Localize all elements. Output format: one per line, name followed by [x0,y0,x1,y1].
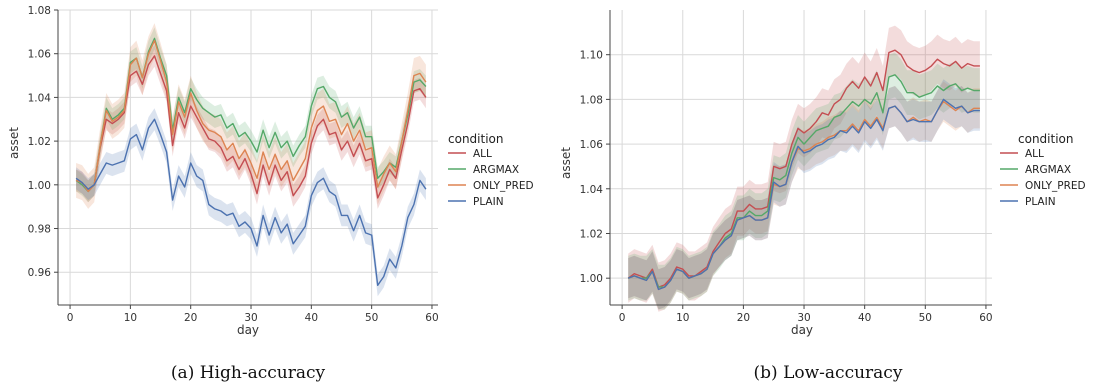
legend-title: condition [448,132,503,146]
series-lines [627,49,980,291]
series-line-all [75,55,427,199]
legend-entry: ALL [473,148,492,160]
confidence-band-all [76,45,426,209]
series-lines [75,37,427,286]
confidence-bands [628,25,980,312]
legend-entry: ONLY_PRED [1025,180,1086,192]
grid [58,9,438,305]
x-tick-label: 60 [979,312,992,324]
x-axis-label: day [237,323,259,337]
x-tick-label: 20 [737,312,750,324]
axes: 0 10 20 30 40 50 60 0.96 0.98 1.00 1.02 1.04 1.06 1.0… [28,5,439,324]
x-tick-label: 40 [858,312,871,324]
y-tick-label: 1.08 [28,5,51,17]
y-tick-label: 1.00 [580,273,603,285]
y-tick-label: 1.06 [580,139,604,151]
y-tick-label: 1.02 [580,228,603,240]
x-axis-label: day [791,323,813,337]
grid [610,10,992,305]
y-tick-label: 1.10 [580,50,603,62]
series-line-plain [75,118,427,286]
y-tick-label: 0.96 [28,267,52,279]
confidence-band-all [628,25,980,312]
series-line-only-pred [75,39,427,193]
axes: 0 10 20 30 40 50 60 1.00 1.02 1.04 1.06 1.08 1.10 [580,10,993,324]
legend-entry: ARGMAX [473,164,519,176]
chart-panel-low-accuracy: 0 10 20 30 40 50 60 1.00 1.02 1.04 1.06 1.08 1.10 da… [559,10,1086,383]
x-tick-label: 40 [305,312,318,324]
x-tick-label: 30 [244,312,257,324]
legend-entry: ONLY_PRED [473,180,534,192]
confidence-band-only-pred [628,81,980,310]
x-tick-label: 50 [919,312,932,324]
panel-caption: (b) Low-accuracy [754,363,903,383]
y-axis-label: asset [7,127,21,159]
y-tick-label: 0.98 [28,224,51,236]
y-tick-label: 1.06 [28,49,52,61]
y-tick-label: 1.04 [28,92,52,104]
y-axis-label: asset [559,147,573,179]
series-line-all [627,49,980,288]
legend-entry: PLAIN [473,196,504,208]
y-tick-label: 1.08 [580,94,603,106]
x-tick-label: 60 [425,312,438,324]
legend-entry: PLAIN [1025,196,1056,208]
confidence-band-plain [628,79,980,310]
x-tick-label: 10 [124,312,137,324]
x-tick-label: 0 [67,312,74,324]
legend: condition ALL ARGMAX ONLY_PRED PLAIN [448,132,534,208]
y-tick-label: 1.04 [580,184,604,196]
confidence-band-argmax [628,52,980,310]
x-tick-label: 30 [797,312,810,324]
y-tick-label: 1.02 [28,136,51,148]
x-tick-label: 0 [619,312,626,324]
legend: condition ALL ARGMAX ONLY_PRED PLAIN [1000,132,1086,208]
legend-title: condition [1018,132,1073,146]
legend-entry: ALL [1025,148,1044,160]
chart-panel-high-accuracy: 0 10 20 30 40 50 60 0.96 0.98 1.00 1.02 1.04 1.06 1.0… [7,5,534,383]
y-tick-label: 1.00 [28,180,51,192]
x-tick-label: 10 [676,312,689,324]
legend-entry: ARGMAX [1025,164,1071,176]
x-tick-label: 50 [365,312,378,324]
series-line-plain [627,98,980,291]
panel-caption: (a) High-accuracy [171,363,326,383]
x-tick-label: 20 [184,312,197,324]
